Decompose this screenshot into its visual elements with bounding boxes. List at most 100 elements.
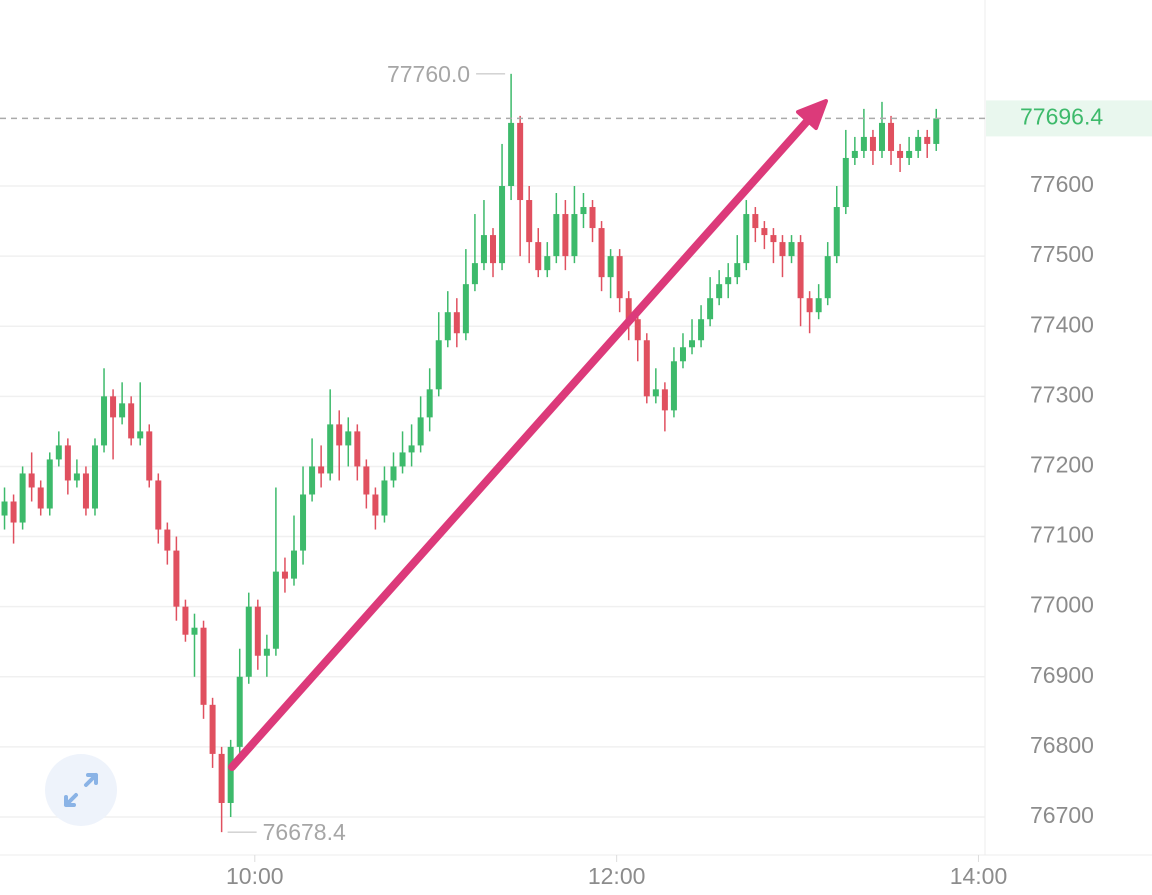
candle-body: [300, 494, 307, 551]
y-tick-label: 77300: [1030, 381, 1094, 407]
candle-body: [860, 136, 867, 151]
low-marker-label: 76678.4: [263, 819, 346, 845]
candle-body: [562, 214, 569, 257]
candle-body: [707, 298, 714, 320]
candle-body: [435, 340, 442, 390]
candle-body: [28, 473, 35, 488]
x-tick-label: 14:00: [950, 863, 1008, 889]
candle-body: [227, 746, 234, 803]
candle-body: [806, 298, 813, 313]
candle-body: [173, 550, 180, 607]
candle-body: [607, 256, 614, 278]
candle-body: [146, 431, 153, 481]
candle-body: [779, 242, 786, 257]
candle-body: [209, 704, 216, 754]
expand-icon: [64, 773, 98, 807]
candle-body: [191, 627, 198, 635]
candle-body: [408, 445, 415, 453]
candle-body: [236, 676, 243, 747]
candle-body: [788, 242, 795, 257]
candle-body: [91, 445, 98, 509]
candle-body: [598, 228, 605, 278]
candle-body: [544, 256, 551, 271]
high-marker-label: 77760.0: [387, 61, 470, 87]
candle-body: [643, 340, 650, 397]
y-tick-label: 77000: [1030, 592, 1094, 618]
candle-body: [471, 263, 478, 285]
candle-body: [734, 263, 741, 278]
candle-body: [101, 396, 108, 446]
expand-button[interactable]: [45, 754, 117, 826]
candle-body: [110, 396, 117, 418]
candle-body: [589, 207, 596, 229]
candle-body: [571, 214, 578, 257]
candle-body: [625, 298, 632, 320]
y-tick-label: 77200: [1030, 452, 1094, 478]
candle-body: [878, 122, 885, 151]
last-price-label: 77696.4: [1020, 103, 1103, 129]
y-tick-label: 77400: [1030, 311, 1094, 337]
candle-body: [444, 312, 451, 341]
candle-body: [245, 606, 252, 677]
candle-body: [689, 340, 696, 348]
y-tick-label: 76700: [1030, 802, 1094, 828]
candle-body: [345, 431, 352, 446]
candle-body: [354, 431, 361, 467]
candle-body: [499, 186, 506, 264]
candle-body: [73, 473, 80, 481]
candle-body: [119, 403, 126, 418]
candle-body: [743, 214, 750, 264]
trend-arrow-head: [796, 99, 828, 130]
candle-body: [670, 361, 677, 411]
y-tick-label: 76900: [1030, 662, 1094, 688]
candle-body: [716, 284, 723, 299]
candle-body: [19, 473, 26, 523]
candle-body: [426, 389, 433, 418]
candle-body: [46, 459, 53, 509]
candle-body: [272, 571, 279, 649]
candle-body: [797, 242, 804, 299]
candle-body: [128, 403, 135, 439]
candle-body: [290, 550, 297, 579]
candle-body: [906, 150, 913, 158]
candle-body: [535, 242, 542, 271]
candle-body: [915, 136, 922, 151]
candle-body: [363, 466, 370, 495]
candle-body: [924, 136, 931, 144]
candle-body: [869, 136, 876, 151]
candle-body: [652, 389, 659, 397]
candle-body: [824, 256, 831, 299]
candle-body: [842, 157, 849, 208]
candle-body: [517, 122, 524, 201]
candle-body: [417, 417, 424, 446]
candle-body: [490, 235, 497, 264]
candle-body: [634, 319, 641, 341]
candle-body: [10, 501, 17, 523]
candle-body: [815, 298, 822, 313]
trend-arrow: [228, 114, 814, 771]
candle-body: [616, 256, 623, 299]
candle-body: [372, 494, 379, 516]
candle-body: [851, 150, 858, 158]
candle-body: [318, 466, 325, 474]
candle-body: [399, 452, 406, 467]
candle-body: [82, 473, 89, 509]
candle-body: [164, 529, 171, 551]
x-tick-label: 10:00: [226, 863, 284, 889]
candle-body: [218, 753, 225, 803]
x-tick-label: 12:00: [588, 863, 646, 889]
candle-body: [137, 431, 144, 439]
candle-body: [725, 277, 732, 285]
candle-body: [336, 424, 343, 446]
candle-body: [453, 312, 460, 334]
candle-body: [254, 606, 261, 656]
candle-body: [770, 235, 777, 243]
candle-body: [55, 445, 62, 460]
candle-body: [263, 648, 270, 656]
candle-body: [679, 347, 686, 362]
candle-body: [200, 627, 207, 705]
candle-body: [462, 284, 469, 334]
candle-body: [390, 466, 397, 481]
